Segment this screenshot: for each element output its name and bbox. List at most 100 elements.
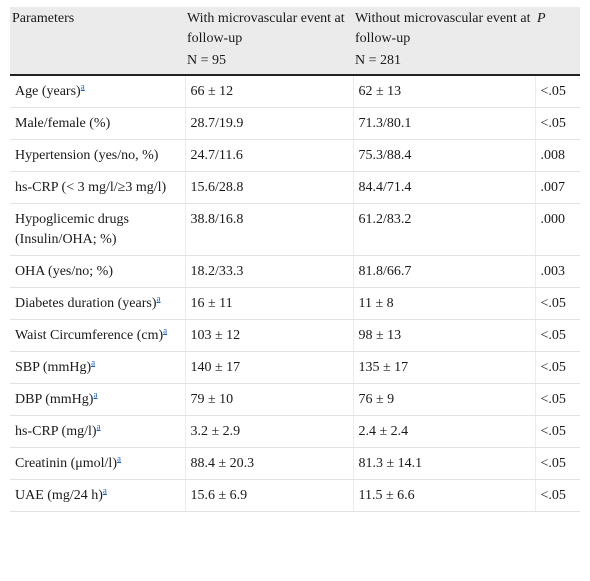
cell-without-event: 76 ± 9 bbox=[352, 383, 535, 416]
cell-without-event: 81.8/66.7 bbox=[352, 255, 535, 288]
cell-with-event: 66 ± 12 bbox=[184, 75, 353, 108]
parameter-label: Diabetes duration (years) bbox=[15, 296, 157, 311]
parameter-label: Creatinin (μmol/l) bbox=[15, 456, 117, 471]
cell-p-value: <.05 bbox=[534, 479, 580, 512]
table-row: Creatinin (μmol/l)a 88.4 ± 20.3 81.3 ± 14.… bbox=[10, 447, 580, 480]
table-row: Hypoglicemic drugs (Insulin/OHA; %) 38.8/… bbox=[10, 203, 580, 256]
cell-with-event: 24.7/11.6 bbox=[184, 139, 353, 172]
cell-without-event: 11 ± 8 bbox=[352, 287, 535, 320]
table-header: Parameters With microvascular event at f… bbox=[10, 7, 580, 76]
footnote-link[interactable]: a bbox=[93, 389, 98, 400]
cell-p-value: <.05 bbox=[534, 319, 580, 352]
table-row: OHA (yes/no; %) 18.2/33.3 81.8/66.7.003 bbox=[10, 255, 580, 288]
cell-parameter: Creatinin (μmol/l)a bbox=[10, 447, 185, 480]
footnote-link[interactable]: a bbox=[96, 421, 101, 432]
table-row: Diabetes duration (years)a 16 ± 11 11 ± 8 <… bbox=[10, 287, 580, 320]
parameter-label: Hypoglicemic drugs (Insulin/OHA; %) bbox=[15, 212, 129, 247]
cell-p-value: <.05 bbox=[534, 415, 580, 448]
table-row: Hypertension (yes/no, %) 24.7/11.6 75.3/88… bbox=[10, 139, 580, 172]
parameter-label: Male/female (%) bbox=[15, 116, 111, 131]
cell-with-event: 103 ± 12 bbox=[184, 319, 353, 352]
header-with-event-label: With microvascular event at follow-up bbox=[187, 11, 345, 46]
cell-without-event: 2.4 ± 2.4 bbox=[352, 415, 535, 448]
footnote-link[interactable]: a bbox=[156, 293, 161, 304]
table-row: hs-CRP (< 3 mg/l/≥3 mg/l) 15.6/28.8 84.4/7… bbox=[10, 171, 580, 204]
cell-with-event: 15.6 ± 6.9 bbox=[184, 479, 353, 512]
cell-parameter: Age (years)a bbox=[10, 75, 185, 108]
header-row: Parameters With microvascular event at f… bbox=[10, 7, 580, 76]
header-p-label: P bbox=[537, 11, 546, 26]
cell-p-value: <.05 bbox=[534, 107, 580, 140]
cell-parameter: hs-CRP (mg/l)a bbox=[10, 415, 185, 448]
cell-parameter: Hypertension (yes/no, %) bbox=[10, 139, 185, 172]
cell-parameter: Hypoglicemic drugs (Insulin/OHA; %) bbox=[10, 203, 185, 256]
footnote-link[interactable]: a bbox=[102, 485, 107, 496]
table-row: DBP (mmHg)a 79 ± 10 76 ± 9 <.05 bbox=[10, 383, 580, 416]
cell-parameter: UAE (mg/24 h)a bbox=[10, 479, 185, 512]
parameter-label: DBP (mmHg) bbox=[15, 392, 94, 407]
cell-p-value: .000 bbox=[534, 203, 580, 256]
cell-without-event: 62 ± 13 bbox=[352, 75, 535, 108]
table-container: Parameters With microvascular event at f… bbox=[10, 7, 580, 512]
table-row: Age (years)a 66 ± 12 62 ± 13 <.05 bbox=[10, 75, 580, 108]
cell-with-event: 88.4 ± 20.3 bbox=[184, 447, 353, 480]
cell-with-event: 16 ± 11 bbox=[184, 287, 353, 320]
parameter-label: UAE (mg/24 h) bbox=[15, 488, 103, 503]
cell-without-event: 98 ± 13 bbox=[352, 319, 535, 352]
cell-p-value: .007 bbox=[534, 171, 580, 204]
cell-parameter: OHA (yes/no; %) bbox=[10, 255, 185, 288]
cell-p-value: .003 bbox=[534, 255, 580, 288]
parameter-label: hs-CRP (< 3 mg/l/≥3 mg/l) bbox=[15, 180, 167, 195]
cell-with-event: 15.6/28.8 bbox=[184, 171, 353, 204]
cell-with-event: 28.7/19.9 bbox=[184, 107, 353, 140]
cell-without-event: 11.5 ± 6.6 bbox=[352, 479, 535, 512]
cell-parameter: SBP (mmHg)a bbox=[10, 351, 185, 384]
parameter-label: OHA (yes/no; %) bbox=[15, 264, 113, 279]
header-parameters: Parameters bbox=[10, 7, 185, 76]
cell-parameter: DBP (mmHg)a bbox=[10, 383, 185, 416]
cell-without-event: 135 ± 17 bbox=[352, 351, 535, 384]
parameter-label: SBP (mmHg) bbox=[15, 360, 92, 375]
cell-with-event: 38.8/16.8 bbox=[184, 203, 353, 256]
table-row: hs-CRP (mg/l)a 3.2 ± 2.9 2.4 ± 2.4 <.05 bbox=[10, 415, 580, 448]
header-p-value: P bbox=[535, 7, 580, 76]
cell-with-event: 79 ± 10 bbox=[184, 383, 353, 416]
parameter-label: Waist Circumference (cm) bbox=[15, 328, 164, 343]
parameter-label: hs-CRP (mg/l) bbox=[15, 424, 97, 439]
table-row: SBP (mmHg)a 140 ± 17 135 ± 17 <.05 bbox=[10, 351, 580, 384]
header-with-event-n: N = 95 bbox=[187, 53, 227, 68]
footnote-link[interactable]: a bbox=[117, 453, 121, 464]
cell-p-value: <.05 bbox=[534, 447, 580, 480]
parameter-label: Age (years) bbox=[15, 84, 81, 99]
table-row: Waist Circumference (cm)a 103 ± 12 98 ± 13… bbox=[10, 319, 580, 352]
header-without-event-n: N = 281 bbox=[355, 53, 402, 68]
footnote-link[interactable]: a bbox=[91, 357, 96, 368]
cell-p-value: <.05 bbox=[534, 383, 580, 416]
cell-parameter: Waist Circumference (cm)a bbox=[10, 319, 185, 352]
header-without-event: Without microvascular event at follow-up… bbox=[353, 7, 535, 76]
cell-p-value: <.05 bbox=[534, 351, 580, 384]
cell-parameter: hs-CRP (< 3 mg/l/≥3 mg/l) bbox=[10, 171, 185, 204]
cell-with-event: 18.2/33.3 bbox=[184, 255, 353, 288]
parameter-label: Hypertension (yes/no, %) bbox=[15, 148, 159, 163]
footnote-link[interactable]: a bbox=[80, 81, 85, 92]
cell-parameter: Male/female (%) bbox=[10, 107, 185, 140]
table-row: UAE (mg/24 h)a 15.6 ± 6.9 11.5 ± 6.6 <.05 bbox=[10, 479, 580, 512]
header-without-event-label: Without microvascular event at follow-up bbox=[355, 11, 531, 46]
cell-parameter: Diabetes duration (years)a bbox=[10, 287, 185, 320]
results-table: Parameters With microvascular event at f… bbox=[10, 7, 580, 512]
table-row: Male/female (%) 28.7/19.9 71.3/80.1 <.05 bbox=[10, 107, 580, 140]
header-parameters-label: Parameters bbox=[12, 11, 75, 26]
cell-with-event: 140 ± 17 bbox=[184, 351, 353, 384]
footnote-link[interactable]: a bbox=[163, 325, 168, 336]
cell-without-event: 84.4/71.4 bbox=[352, 171, 535, 204]
cell-p-value: .008 bbox=[534, 139, 580, 172]
header-with-event: With microvascular event at follow-up N =… bbox=[185, 7, 353, 76]
cell-p-value: <.05 bbox=[534, 75, 580, 108]
cell-without-event: 61.2/83.2 bbox=[352, 203, 535, 256]
cell-without-event: 75.3/88.4 bbox=[352, 139, 535, 172]
table-body: Age (years)a 66 ± 12 62 ± 13 <.05 Male/femal… bbox=[10, 75, 580, 512]
cell-without-event: 81.3 ± 14.1 bbox=[352, 447, 535, 480]
cell-without-event: 71.3/80.1 bbox=[352, 107, 535, 140]
cell-with-event: 3.2 ± 2.9 bbox=[184, 415, 353, 448]
